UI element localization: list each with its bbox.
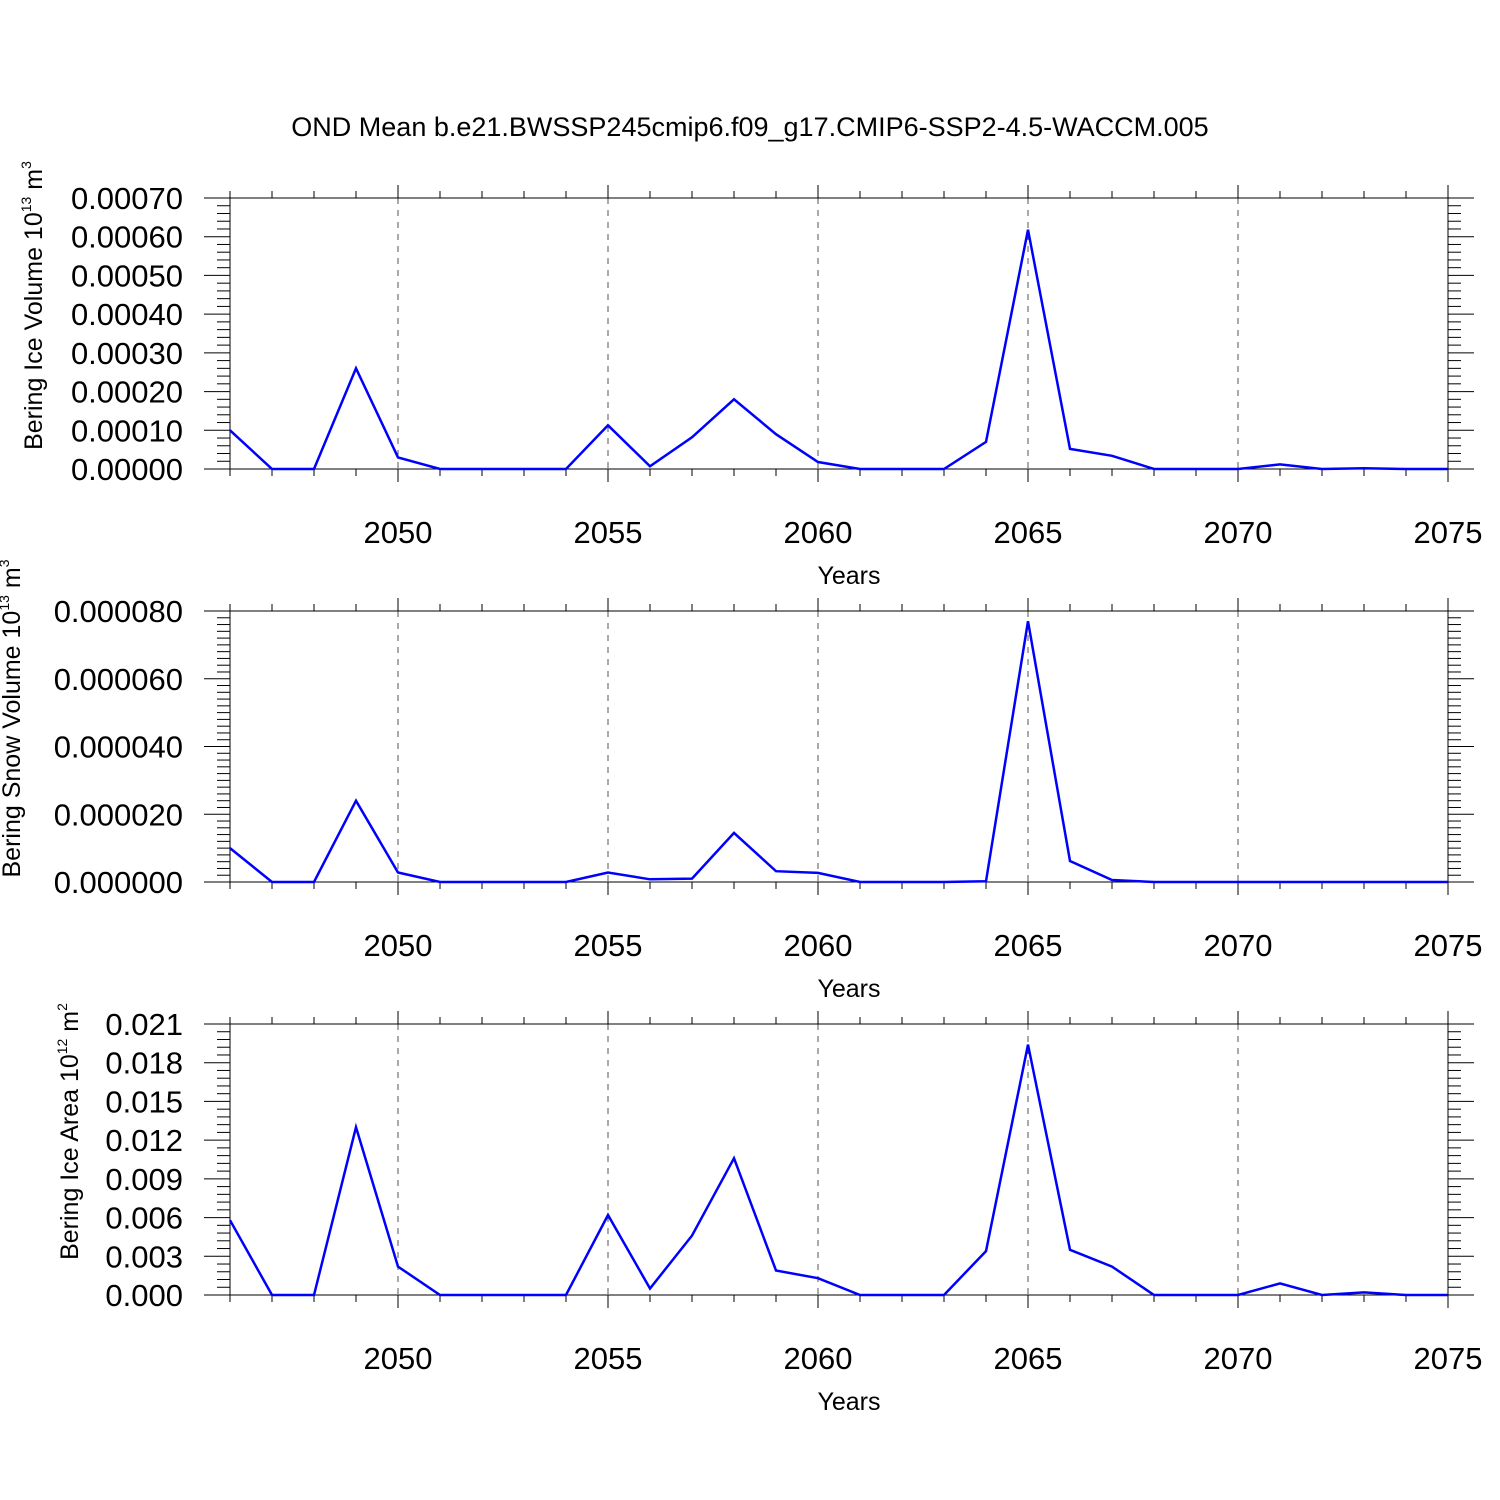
y-axis-label-exponent: 13 bbox=[0, 595, 12, 611]
chart-title: OND Mean b.e21.BWSSP245cmip6.f09_g17.CMI… bbox=[291, 112, 1208, 142]
y-tick-label: 0.00070 bbox=[71, 181, 183, 216]
y-axis-label: Bering Snow Volume 1013 m3 bbox=[0, 559, 26, 877]
y-axis-label-unit-exponent: 2 bbox=[54, 1003, 70, 1011]
plot-frame bbox=[229, 610, 1449, 883]
x-tick-label: 2070 bbox=[1204, 928, 1273, 963]
y-tick-label: 0.006 bbox=[105, 1201, 183, 1236]
series-line bbox=[229, 620, 1448, 884]
y-tick-label: 0.015 bbox=[105, 1084, 183, 1119]
x-tick-label: 2050 bbox=[364, 515, 433, 550]
x-tick-label: 2050 bbox=[364, 928, 433, 963]
x-tick-label: 2065 bbox=[994, 1341, 1063, 1376]
y-tick-label: 0.000060 bbox=[54, 662, 183, 697]
y-axis-label-unit-exponent: 3 bbox=[18, 161, 34, 169]
x-tick-label: 2070 bbox=[1204, 1341, 1273, 1376]
series-line bbox=[228, 1044, 1448, 1297]
x-axis-label: Years bbox=[817, 1388, 880, 1416]
y-tick-label: 0.000080 bbox=[54, 594, 183, 629]
y-axis-label: Bering Ice Area 1012 m2 bbox=[54, 1003, 84, 1260]
y-axis-label-unit: m bbox=[20, 169, 48, 197]
x-tick-label: 2070 bbox=[1204, 515, 1273, 550]
x-tick-label: 2075 bbox=[1414, 1341, 1483, 1376]
x-tick-label: 2075 bbox=[1414, 515, 1483, 550]
y-tick-label: 0.000 bbox=[105, 1278, 183, 1313]
x-axis-label: Years bbox=[817, 975, 880, 1003]
y-tick-label: 0.012 bbox=[105, 1123, 183, 1158]
x-tick-label: 2050 bbox=[364, 1341, 433, 1376]
x-axis-label: Years bbox=[817, 562, 880, 590]
x-tick-label: 2075 bbox=[1414, 928, 1483, 963]
y-tick-label: 0.00050 bbox=[71, 258, 183, 293]
y-tick-label: 0.000000 bbox=[54, 865, 183, 900]
y-tick-label: 0.00040 bbox=[71, 297, 183, 332]
y-axis-label-exponent: 13 bbox=[18, 196, 34, 212]
y-axis-label-text: Bering Snow Volume 10 bbox=[0, 611, 26, 878]
y-axis-label: Bering Ice Volume 1013 m3 bbox=[18, 161, 48, 450]
y-tick-label: 0.00030 bbox=[71, 336, 183, 371]
y-tick-label: 0.003 bbox=[105, 1239, 183, 1274]
plot-frame bbox=[229, 1023, 1449, 1296]
panel-2: 0.000000 0.000020 0.000040 0.000060 0.000080… bbox=[0, 559, 1482, 1003]
y-tick-label: 0.021 bbox=[105, 1007, 183, 1042]
y-tick-label: 0.000040 bbox=[54, 730, 183, 765]
y-tick-label: 0.000020 bbox=[54, 797, 183, 832]
x-tick-label: 2065 bbox=[994, 928, 1063, 963]
x-tick-label: 2060 bbox=[784, 1341, 853, 1376]
y-tick-label: 0.018 bbox=[105, 1046, 183, 1081]
x-tick-label: 2060 bbox=[784, 515, 853, 550]
y-axis-label-text: Bering Ice Volume 10 bbox=[20, 212, 48, 450]
x-tick-label: 2055 bbox=[574, 515, 643, 550]
y-axis-label-unit: m bbox=[56, 1011, 84, 1039]
plot-frame bbox=[229, 197, 1449, 470]
y-tick-label: 0.00010 bbox=[71, 413, 183, 448]
series-line bbox=[229, 229, 1448, 471]
y-axis-label-unit-exponent: 3 bbox=[0, 559, 12, 567]
x-tick-label: 2065 bbox=[994, 515, 1063, 550]
x-tick-label: 2055 bbox=[574, 928, 643, 963]
y-axis-label-unit: m bbox=[0, 567, 26, 595]
y-axis-label-exponent: 12 bbox=[54, 1038, 70, 1054]
y-tick-label: 0.00020 bbox=[71, 375, 183, 410]
y-tick-label: 0.00000 bbox=[71, 452, 183, 487]
y-tick-label: 0.009 bbox=[105, 1162, 183, 1197]
y-tick-label: 0.00060 bbox=[71, 220, 183, 255]
x-tick-label: 2055 bbox=[574, 1341, 643, 1376]
x-tick-label: 2060 bbox=[784, 928, 853, 963]
y-axis-label-text: Bering Ice Area 10 bbox=[56, 1054, 84, 1260]
